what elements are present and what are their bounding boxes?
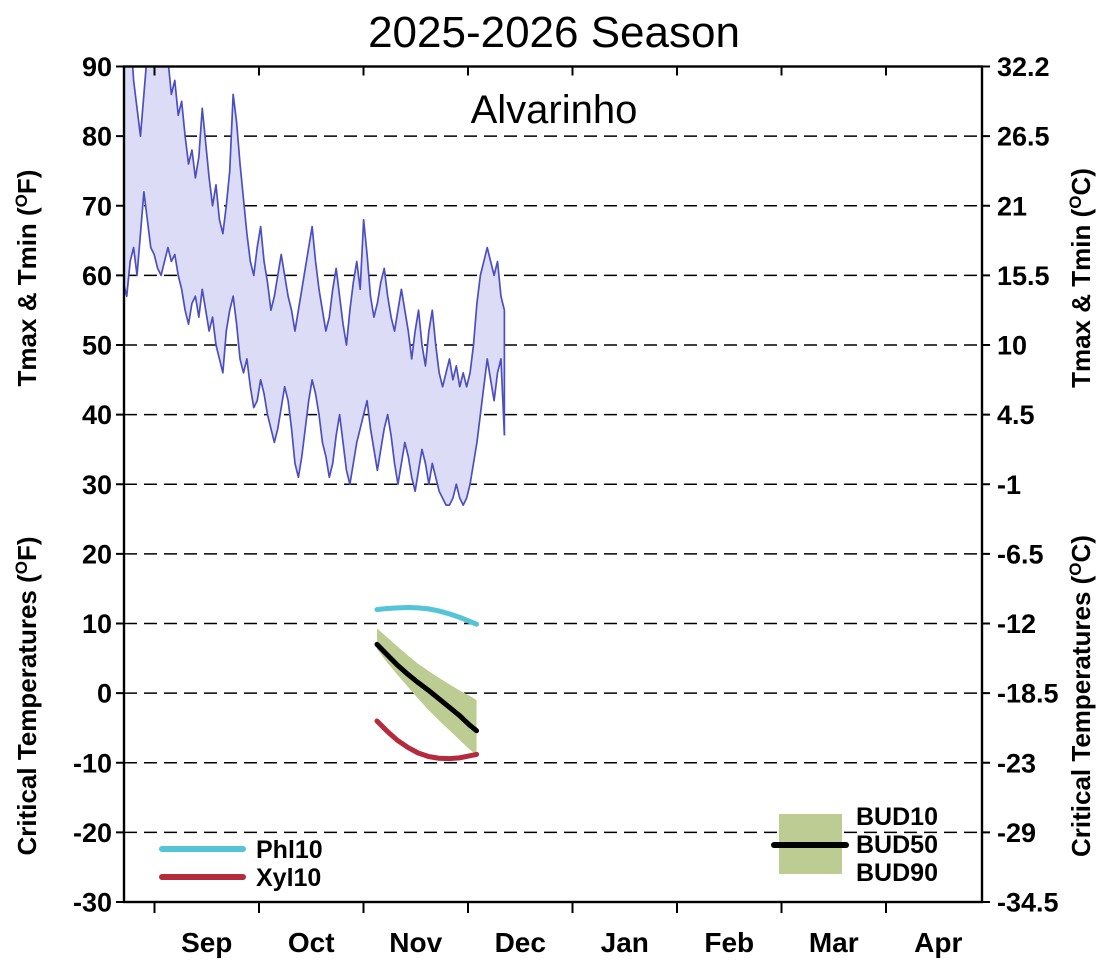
x-month-label: Apr [914,927,962,958]
y-left-bottom-axis-title: Critical Temperatures (OF) [12,536,42,855]
y-right-tick-label: -29 [997,818,1036,848]
y-right-tick-label: -23 [997,748,1036,778]
y-right-tick-label: -12 [997,609,1036,639]
y-left-tick-label: 10 [82,609,112,639]
chart-subtitle: Alvarinho [470,88,638,132]
y-right-bottom-axis-title: Critical Temperatures (OC) [1066,535,1096,857]
xyl10-line [374,718,480,762]
y-left-tick-label: 20 [82,539,112,569]
y-right-tick-label: 10 [997,331,1027,361]
x-month-label: Oct [288,927,335,958]
y-left-tick-label: -10 [73,748,112,778]
y-left-tick-label: 40 [82,400,112,430]
tmax-tmin-band [124,66,505,506]
y-right-tick-label: -6.5 [997,539,1044,569]
x-month-label: Dec [495,927,546,958]
y-right-tick-label: 21 [997,191,1027,221]
y-left-tick-label: 80 [82,122,112,152]
chart-title: 2025-2026 Season [368,8,740,57]
y-right-tick-label: -1 [997,470,1021,500]
x-month-label: Feb [704,927,754,958]
legend-xyl10-label: Xyl10 [256,864,321,892]
y-left-tick-label: 90 [82,52,112,82]
y-left-tick-label: 50 [82,331,112,361]
x-month-label: Mar [809,927,859,958]
y-left-tick-label: 30 [82,470,112,500]
legend-bud50-label: BUD50 [856,831,938,859]
y-left-tick-label: 70 [82,191,112,221]
legend-phl10-label: Phl10 [256,836,323,864]
y-right-tick-label: 4.5 [997,400,1035,430]
phl10-line [374,604,480,627]
tmax-line [131,66,506,388]
y-right-tick-label: 26.5 [997,122,1050,152]
x-month-label: Jan [601,927,649,958]
tmax-tmin-group [124,66,506,506]
bud50-line [374,641,480,734]
y-left-tick-label: -30 [73,888,112,918]
legend-bud10-label: BUD10 [856,803,938,831]
y-left-tick-label: -20 [73,818,112,848]
y-left-top-axis-title: Tmax & Tmin (OF) [12,170,42,387]
y-right-tick-label: 15.5 [997,261,1050,291]
y-right-top-axis-title: Tmax & Tmin (OC) [1066,168,1096,388]
y-right-tick-label: -18.5 [997,679,1059,709]
legend-bud90-label: BUD90 [856,859,938,887]
y-left-tick-label: 0 [97,679,112,709]
y-right-tick-label: -34.5 [997,888,1059,918]
y-right-tick-label: 32.2 [997,52,1050,82]
y-left-tick-label: 60 [82,261,112,291]
x-month-label: Nov [389,927,442,958]
x-month-label: Sep [181,927,232,958]
tmin-line [124,190,506,506]
